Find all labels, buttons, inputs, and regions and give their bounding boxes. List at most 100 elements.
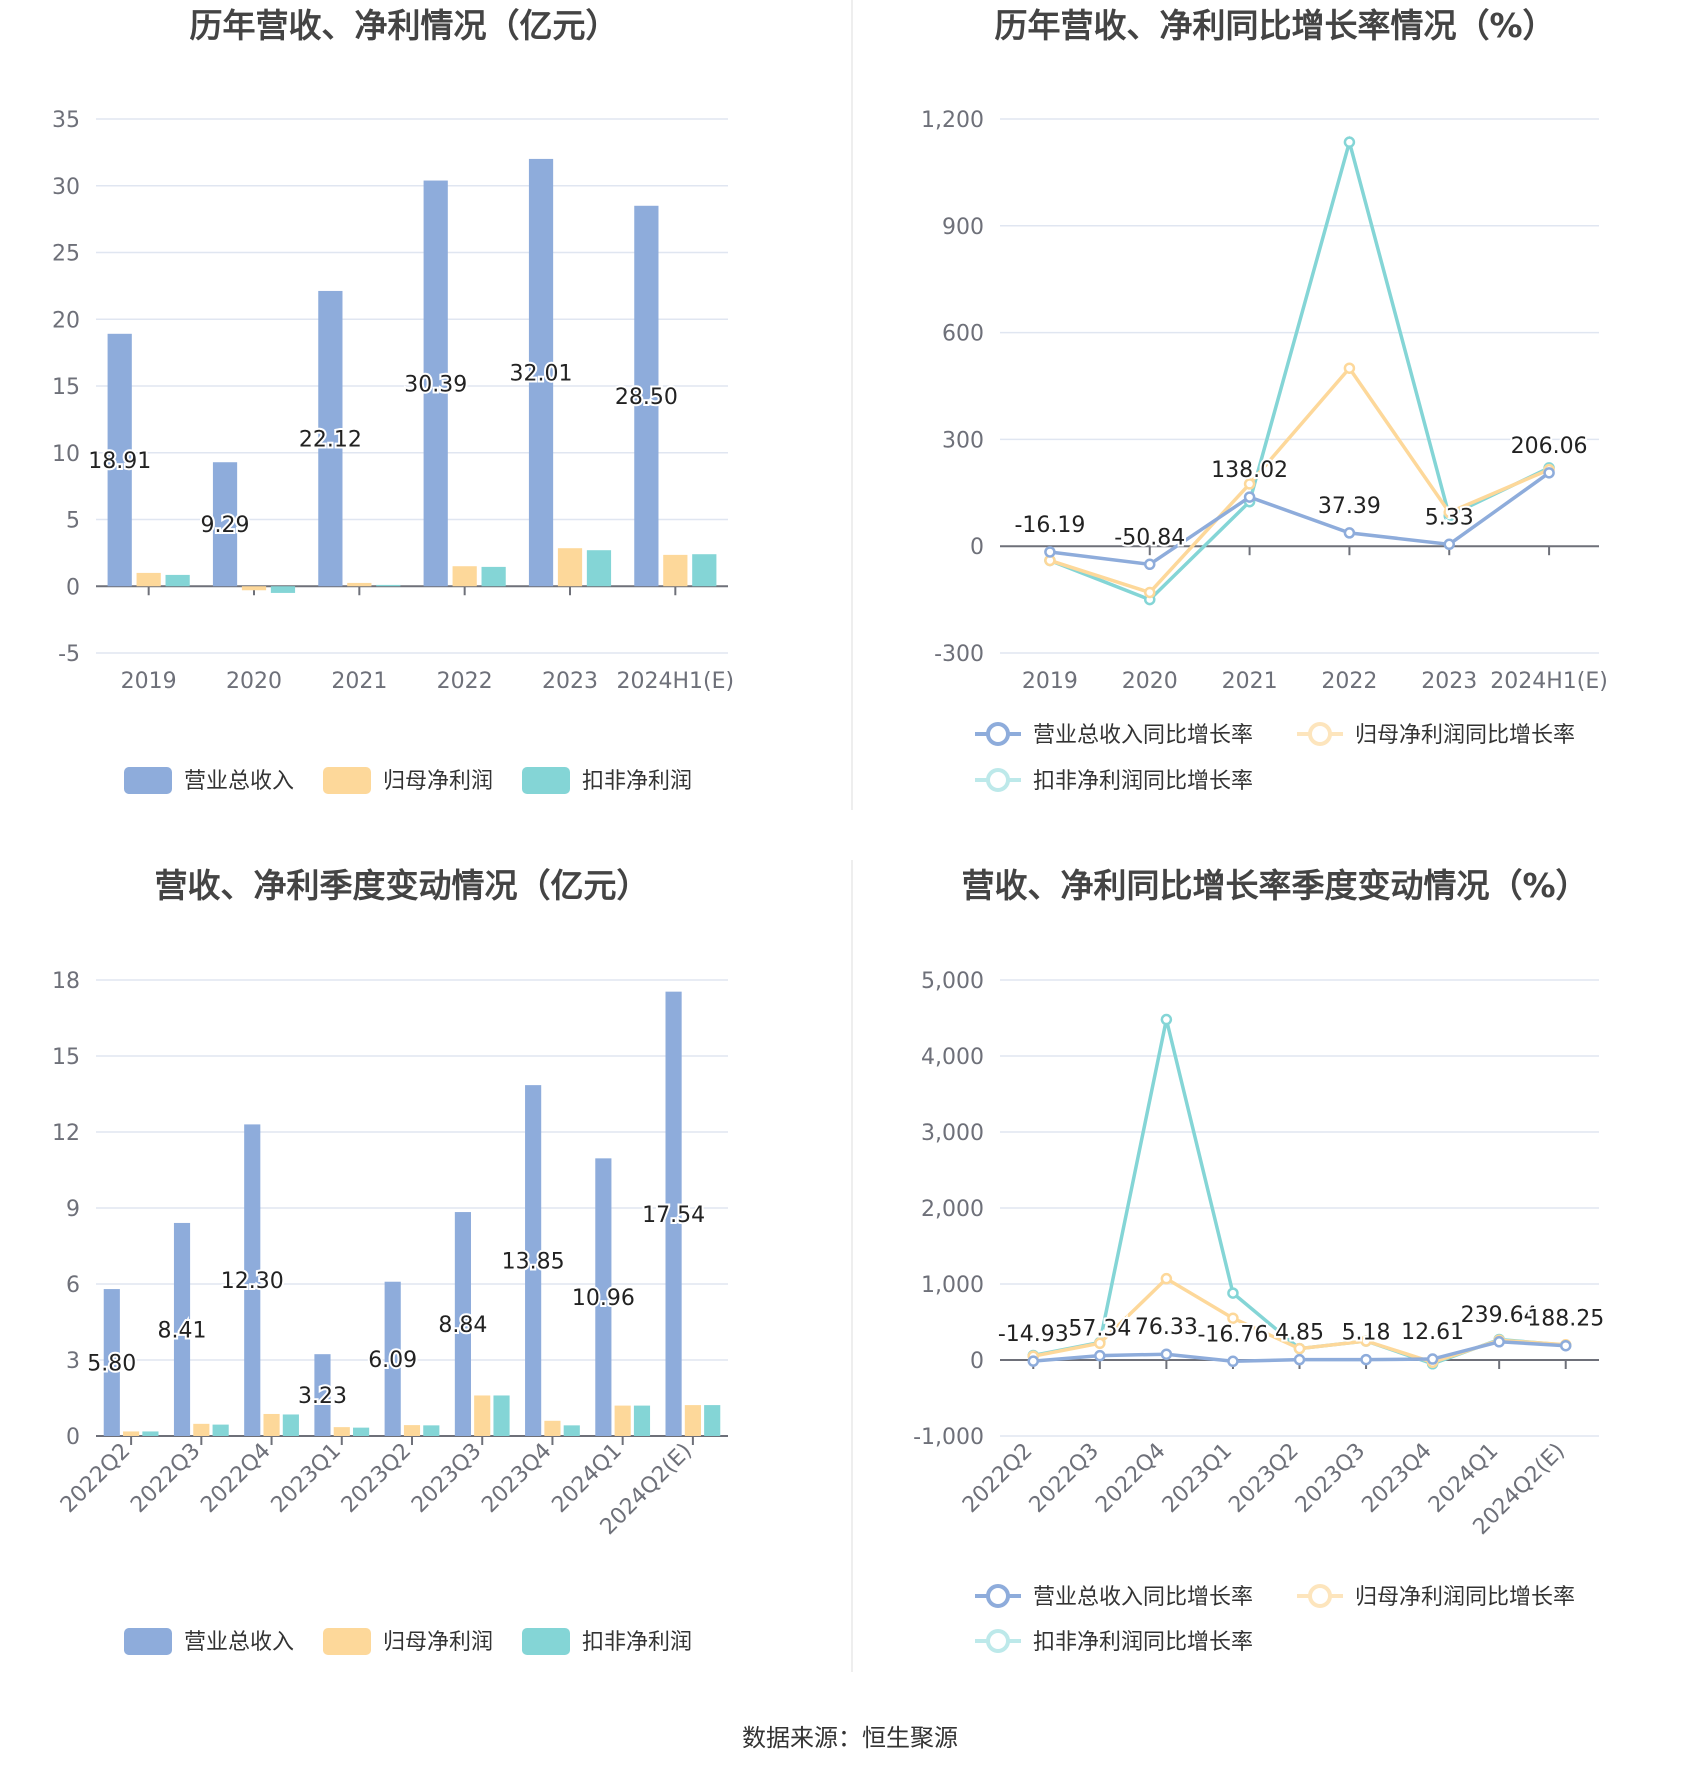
x-tick-label: 2021 (331, 669, 387, 694)
series-point (1044, 546, 1056, 558)
data-label: 5.18 (1342, 1321, 1391, 1346)
series-point (1543, 467, 1555, 479)
x-tick-label: 2020 (1122, 669, 1178, 694)
chart-title-annual-values: 历年营收、净利情况（亿元） (190, 6, 619, 45)
series-point (1027, 1355, 1040, 1367)
y-tick-label: 0 (970, 535, 984, 560)
y-tick-label: 1,000 (921, 1273, 984, 1298)
y-tick-label: -1,000 (913, 1425, 984, 1450)
series-line (1049, 471, 1551, 567)
data-label: 6.09 (368, 1348, 417, 1373)
series-point (1227, 1355, 1239, 1368)
bar-deducted-profit (212, 1424, 229, 1436)
series-point (1443, 506, 1455, 519)
bar-net-profit (347, 582, 372, 587)
bar-deducted-profit (586, 550, 612, 587)
y-tick-label: 600 (942, 322, 984, 347)
legend-label: 营业总收入 (184, 1630, 294, 1655)
legend-label: 扣非净利润同比增长率 (1033, 1630, 1253, 1655)
data-label: 8.84 (438, 1313, 487, 1338)
data-label: -16.19 (1014, 513, 1085, 538)
bar-deducted-profit (481, 566, 506, 587)
y-tick-label: 0 (970, 1349, 984, 1374)
legend-swatch (522, 767, 570, 794)
y-tick-label: 25 (52, 242, 80, 267)
chart-title-annual-growth: 历年营收、净利同比增长率情况（%） (994, 6, 1555, 45)
data-label: 18.91 (88, 449, 151, 474)
series-point (1343, 527, 1356, 539)
series-point (1144, 558, 1156, 571)
x-tick-label: 2022Q3 (126, 1439, 205, 1518)
legend-label: 归母净利润 (383, 769, 493, 794)
y-tick-label: -5 (58, 642, 80, 667)
data-label: 8.41 (158, 1318, 207, 1343)
data-label: 32.01 (510, 362, 573, 387)
bar-net-profit (123, 1431, 140, 1436)
bar-revenue (595, 1158, 612, 1436)
x-tick-label: 2023Q2 (337, 1439, 416, 1518)
data-label: 17.54 (642, 1203, 705, 1228)
x-tick-label: 2023 (542, 669, 598, 694)
data-label: 12.30 (221, 1269, 284, 1294)
x-tick-label: 2020 (226, 669, 282, 694)
series-line (1049, 365, 1550, 595)
legend-marker (986, 1584, 1010, 1608)
bar-deducted-profit (142, 1431, 159, 1436)
x-tick-label: 2024H1(E) (617, 669, 735, 694)
data-label: 30.39 (404, 372, 467, 397)
bar-revenue (173, 1222, 191, 1436)
bar-deducted-profit (704, 1405, 721, 1436)
x-tick-label: 2023Q3 (1291, 1439, 1370, 1518)
data-label: 3.23 (298, 1384, 347, 1409)
x-tick-label: 2019 (121, 669, 177, 694)
x-tick-label: 2022 (1321, 669, 1377, 694)
bar-deducted-profit (376, 584, 401, 587)
y-tick-label: 9 (66, 1197, 80, 1222)
data-label: 76.33 (1135, 1315, 1198, 1340)
x-tick-label: 2022Q4 (1091, 1439, 1170, 1518)
bar-revenue (103, 1289, 120, 1436)
y-tick-label: 35 (52, 108, 80, 133)
y-tick-label: 6 (66, 1273, 80, 1298)
series-point (1243, 491, 1256, 503)
series-point (1360, 1353, 1372, 1366)
legend-marker (1308, 722, 1332, 746)
bar-net-profit (684, 1405, 701, 1436)
series-point (1160, 1013, 1173, 1026)
data-source: 数据来源：恒生聚源 (742, 1724, 958, 1752)
series-point (1559, 1339, 1572, 1352)
data-label: -16.76 (1197, 1322, 1268, 1347)
chart-title-quarterly-growth: 营收、净利同比增长率季度变动情况（%） (961, 866, 1588, 905)
legend-marker (986, 1629, 1010, 1653)
series-point (1160, 1348, 1173, 1360)
data-label: 37.39 (1318, 494, 1381, 519)
y-tick-label: 5,000 (921, 969, 984, 994)
legend-swatch (323, 1628, 371, 1655)
bar-deducted-profit (563, 1425, 580, 1436)
series-line (1049, 135, 1550, 602)
bar-net-profit (614, 1405, 631, 1436)
data-label: -50.84 (1114, 525, 1185, 550)
data-label: 5.80 (87, 1352, 136, 1377)
legend-label: 扣非净利润同比增长率 (1033, 769, 1253, 794)
bar-revenue (665, 991, 682, 1436)
x-tick-label: 2024H1(E) (1490, 669, 1608, 694)
legend-label: 营业总收入同比增长率 (1033, 1585, 1253, 1610)
series-point (1360, 1335, 1372, 1347)
y-tick-label: -300 (934, 642, 984, 667)
bar-net-profit (241, 586, 267, 591)
bar-net-profit (263, 1413, 280, 1436)
y-tick-label: 30 (52, 175, 80, 200)
data-label: 138.02 (1211, 458, 1288, 483)
data-label: 4.85 (1275, 1321, 1324, 1346)
bar-deducted-profit (353, 1427, 370, 1436)
x-tick-label: 2023Q4 (477, 1439, 556, 1518)
bar-deducted-profit (633, 1405, 651, 1436)
x-tick-label: 2022Q4 (196, 1439, 275, 1518)
x-tick-label: 2023Q1 (267, 1439, 346, 1518)
legend-marker (1308, 1584, 1332, 1608)
bar-deducted-profit (423, 1425, 440, 1436)
bar-deducted-profit (692, 554, 717, 587)
series-point (1094, 1349, 1106, 1362)
